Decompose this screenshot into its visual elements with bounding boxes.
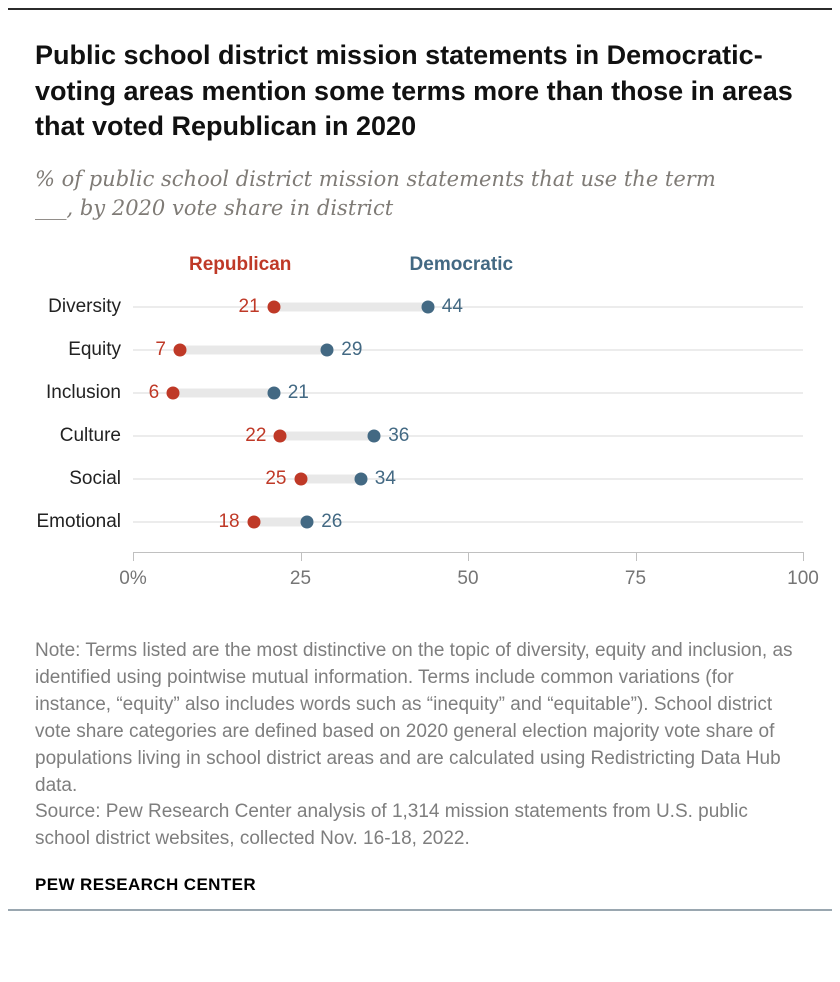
republican-value: 21 <box>238 296 260 318</box>
axis-tick <box>300 551 302 561</box>
axis-tick <box>133 551 134 561</box>
democratic-dot <box>367 429 381 443</box>
dot-plot-chart: Republican Democratic Diversity 21 44 Equit… <box>35 250 819 608</box>
category-label: Diversity <box>48 296 121 318</box>
row-plot-area: 21 44 <box>133 286 803 329</box>
row-gridline <box>133 349 803 351</box>
republican-dot <box>247 515 261 529</box>
connector-bar <box>253 517 308 527</box>
row-plot-area: 25 34 <box>133 458 803 501</box>
democratic-value: 36 <box>388 425 410 447</box>
page-title: Public school district mission statement… <box>35 40 793 142</box>
republican-value: 25 <box>265 468 287 490</box>
source-text: Source: Pew Research Center analysis of … <box>35 801 748 850</box>
connector-bar <box>173 388 274 398</box>
chart-row-inclusion: Inclusion 6 21 <box>35 372 805 415</box>
row-gridline <box>133 306 803 308</box>
democratic-dot <box>300 515 314 529</box>
brand-footer: PEW RESEARCH CENTER <box>35 875 257 895</box>
category-label: Inclusion <box>46 382 121 404</box>
row-plot-area: 6 21 <box>133 372 803 415</box>
republican-dot <box>273 429 287 443</box>
bottom-divider <box>8 909 832 912</box>
chart-row-culture: Culture 22 36 <box>35 415 805 458</box>
connector-bar <box>280 431 375 441</box>
republican-value: 18 <box>218 511 240 533</box>
row-plot-area: 22 36 <box>133 415 803 458</box>
axis-tick-label: 25 <box>289 567 312 589</box>
legend-democratic-label: Democratic <box>409 253 514 275</box>
legend-republican-label: Republican <box>188 253 292 275</box>
connector-bar <box>300 474 361 484</box>
category-label: Equity <box>68 339 121 361</box>
chart-row-emotional: Emotional 18 26 <box>35 501 805 544</box>
x-axis: 0% 25 50 75 100 <box>35 551 819 608</box>
page: Public school district mission statement… <box>0 8 840 912</box>
row-gridline <box>133 435 803 437</box>
note-text: Note: Terms listed are the most distinct… <box>35 639 793 796</box>
axis-tick <box>803 551 804 561</box>
axis-tick-label: 50 <box>457 567 479 589</box>
democratic-dot <box>320 343 334 357</box>
democratic-value: 29 <box>341 339 363 361</box>
chart-row-diversity: Diversity 21 44 <box>35 286 805 329</box>
connector-bar <box>273 302 428 312</box>
chart-rows: Diversity 21 44 Equity 7 29 Inclusion 6 21 Cultur… <box>35 286 805 544</box>
chart-row-social: Social 25 34 <box>35 458 805 501</box>
democratic-dot <box>267 386 281 400</box>
democratic-value: 26 <box>321 511 343 533</box>
category-label: Social <box>69 468 121 490</box>
chart-legend: Republican Democratic <box>35 250 805 286</box>
democratic-value: 44 <box>441 296 463 318</box>
top-divider <box>8 8 832 10</box>
connector-bar <box>179 345 328 355</box>
republican-value: 22 <box>245 425 267 447</box>
axis-tick-label: 100 <box>787 567 819 589</box>
row-gridline <box>133 392 803 394</box>
category-label: Emotional <box>36 511 122 533</box>
category-label: Culture <box>59 425 121 447</box>
chart-row-equity: Equity 7 29 <box>35 329 805 372</box>
democratic-dot <box>354 472 368 486</box>
row-plot-area: 7 29 <box>133 329 803 372</box>
republican-dot <box>294 472 307 486</box>
republican-dot <box>173 343 187 357</box>
row-gridline <box>133 521 803 523</box>
chart-subtitle: % of public school district mission stat… <box>35 166 716 221</box>
axis-tick-label: 75 <box>624 567 647 589</box>
republican-dot <box>166 386 180 400</box>
row-gridline <box>133 478 803 480</box>
democratic-value: 34 <box>374 468 396 490</box>
axis-tick <box>468 551 469 561</box>
democratic-dot <box>421 300 435 314</box>
republican-value: 7 <box>155 339 166 361</box>
row-plot-area: 18 26 <box>133 501 803 544</box>
axis-tick-label: 0% <box>119 567 147 589</box>
republican-dot <box>267 300 281 314</box>
axis-tick <box>635 551 637 561</box>
democratic-value: 21 <box>287 382 309 404</box>
republican-value: 6 <box>148 382 160 404</box>
